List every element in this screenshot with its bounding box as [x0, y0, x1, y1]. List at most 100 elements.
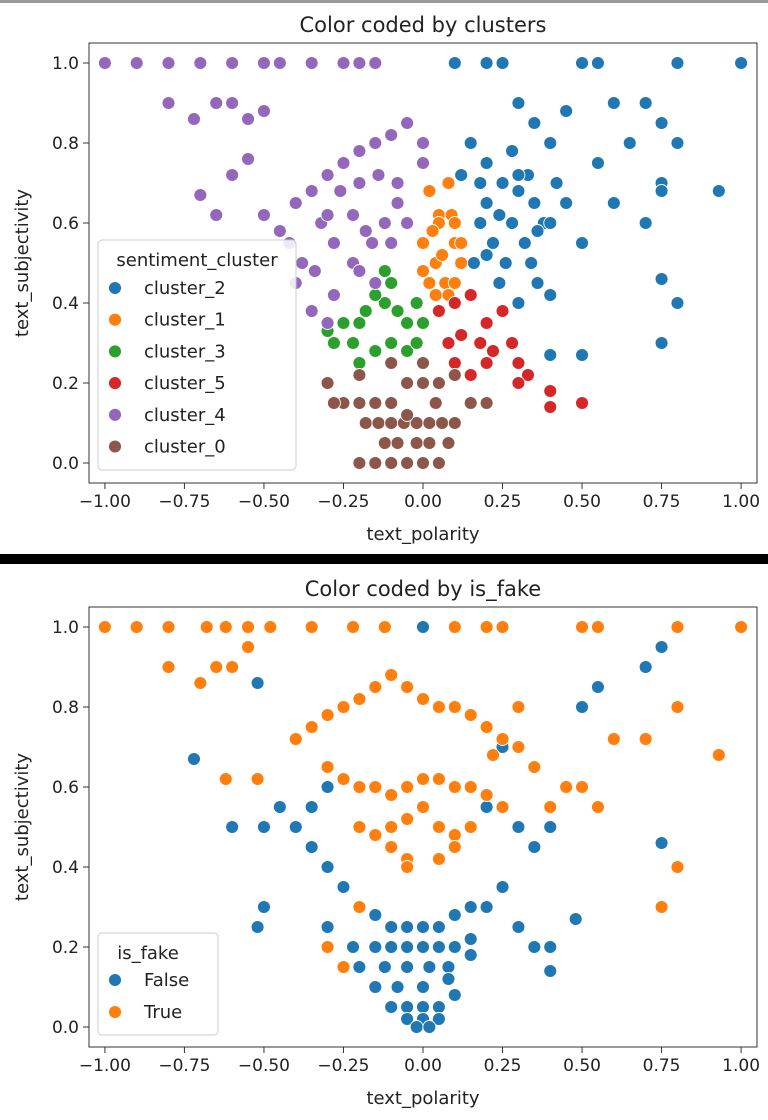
scatter-point-cluster-5: [543, 400, 558, 414]
scatter-point-true: [209, 660, 224, 674]
scatter-chart-clusters: Color coded by clusters −1.00 −0.75 −0.50−…: [12, 13, 760, 545]
x-axis-label: text_polarity: [366, 1088, 479, 1109]
scatter-point-cluster-2: [524, 256, 539, 270]
scatter-point-true: [336, 700, 351, 714]
scatter-point-cluster-3: [352, 356, 367, 370]
scatter-point-cluster-4: [161, 56, 176, 70]
scatter-point-true: [368, 680, 383, 694]
scatter-point-false: [272, 800, 287, 814]
legend-marker: [108, 281, 122, 295]
scatter-point-cluster-2: [498, 256, 513, 270]
scatter-point-false: [511, 820, 526, 834]
scatter-point-cluster-0: [428, 396, 443, 410]
scatter-point-false: [400, 1000, 415, 1014]
scatter-point-false: [527, 840, 542, 854]
scatter-point-cluster-4: [416, 136, 430, 150]
scatter-point-cluster-2: [670, 56, 685, 70]
scatter-point-true: [447, 840, 462, 854]
x-tick-label: 0.50: [563, 492, 601, 512]
legend-entries: cluster_2 cluster_1 cluster_3 cluster_5clus…: [108, 278, 226, 458]
scatter-point-cluster-1: [416, 264, 430, 278]
scatter-point-false: [479, 800, 494, 814]
scatter-point-false: [346, 940, 360, 954]
scatter-point-true: [447, 700, 462, 714]
scatter-point-true: [384, 668, 399, 682]
scatter-point-cluster-4: [352, 56, 367, 70]
scatter-point-false: [431, 940, 446, 954]
scatter-point-false: [463, 900, 478, 914]
scatter-point-true: [250, 772, 265, 786]
scatter-point-cluster-2: [670, 136, 685, 150]
scatter-point-cluster-1: [447, 276, 462, 290]
scatter-point-true: [336, 772, 351, 786]
scatter-point-false: [368, 980, 383, 994]
legend-marker: [108, 973, 122, 987]
scatter-point-true: [352, 900, 367, 914]
scatter-point-cluster-4: [272, 56, 287, 70]
scatter-point-cluster-3: [368, 288, 383, 302]
scatter-point-false: [441, 960, 456, 974]
scatter-point-false: [654, 640, 669, 654]
scatter-point-false: [527, 940, 542, 954]
scatter-point-false: [447, 908, 462, 922]
scatter-point-cluster-0: [390, 436, 405, 450]
scatter-point-cluster-5: [463, 368, 478, 382]
scatter-point-false: [543, 820, 558, 834]
scatter-point-false: [495, 880, 510, 894]
scatter-point-true: [241, 640, 255, 654]
scatter-point-cluster-3: [377, 296, 392, 310]
scatter-point-cluster-4: [193, 56, 208, 70]
scatter-point-cluster-5: [447, 296, 462, 310]
scatter-point-false: [638, 660, 653, 674]
scatter-point-cluster-4: [416, 156, 430, 170]
scatter-point-cluster-2: [479, 196, 494, 210]
scatter-point-true: [527, 760, 542, 774]
scatter-point-cluster-2: [479, 56, 494, 70]
scatter-point-true: [320, 708, 335, 722]
scatter-point-false: [400, 960, 415, 974]
scatter-point-true: [218, 620, 233, 634]
scatter-point-cluster-0: [447, 416, 462, 430]
y-tick-label: 0.6: [52, 778, 79, 798]
scatter-point-false: [441, 972, 456, 986]
scatter-point-true: [346, 620, 360, 634]
scatter-point-cluster-0: [441, 436, 456, 450]
y-tick-label: 0.8: [52, 134, 79, 154]
scatter-point-cluster-5: [473, 336, 488, 350]
legend-label: False: [144, 970, 189, 991]
scatter-point-false: [431, 920, 446, 934]
scatter-point-cluster-4: [257, 104, 271, 118]
scatter-point-cluster-4: [384, 236, 399, 250]
y-tick-label: 0.0: [52, 454, 79, 474]
scatter-point-cluster-2: [492, 276, 507, 290]
scatter-point-false: [377, 960, 392, 974]
scatter-point-cluster-5: [521, 368, 535, 382]
x-tick-label: 0.25: [484, 1056, 522, 1076]
scatter-point-true: [486, 748, 500, 762]
y-tick-label: 0.4: [52, 294, 79, 314]
scatter-point-cluster-2: [530, 276, 545, 290]
scatter-point-cluster-1: [416, 236, 430, 250]
scatter-point-true: [559, 780, 574, 794]
scatter-point-cluster-2: [575, 236, 589, 250]
scatter-point-cluster-0: [409, 436, 424, 450]
scatter-point-cluster-0: [416, 376, 430, 390]
scatter-point-cluster-1: [428, 288, 443, 302]
legend-marker: [108, 407, 122, 422]
scatter-point-false: [400, 1012, 415, 1026]
scatter-point-cluster-4: [336, 156, 351, 170]
scatter-point-false: [422, 960, 437, 974]
scatter-point-cluster-2: [638, 96, 653, 110]
scatter-point-false: [416, 920, 430, 934]
scatter-point-true: [400, 812, 415, 826]
scatter-point-cluster-4: [225, 56, 240, 70]
scatter-point-true: [400, 680, 415, 694]
scatter-point-cluster-2: [559, 196, 574, 210]
scatter-point-true: [241, 620, 255, 634]
scatter-point-true: [495, 732, 510, 746]
scatter-point-cluster-4: [193, 188, 208, 202]
scatter-point-cluster-2: [479, 248, 494, 262]
scatter-point-cluster-0: [371, 416, 386, 430]
scatter-point-cluster-0: [400, 408, 415, 422]
scatter-point-true: [575, 780, 589, 794]
